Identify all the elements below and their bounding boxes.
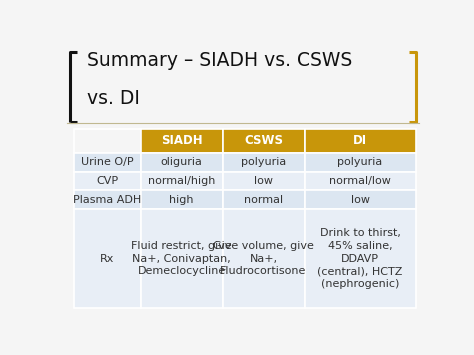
FancyBboxPatch shape	[223, 129, 305, 153]
FancyBboxPatch shape	[141, 209, 223, 308]
FancyBboxPatch shape	[305, 209, 416, 308]
Text: Summary – SIADH vs. CSWS: Summary – SIADH vs. CSWS	[87, 51, 352, 70]
Text: vs. DI: vs. DI	[87, 89, 140, 108]
FancyBboxPatch shape	[141, 129, 223, 153]
Text: Drink to thirst,
45% saline,
DDAVP
(central), HCTZ
(nephrogenic): Drink to thirst, 45% saline, DDAVP (cent…	[318, 228, 403, 289]
Text: low: low	[254, 176, 273, 186]
Text: CSWS: CSWS	[244, 134, 283, 147]
Text: polyuria: polyuria	[241, 157, 286, 167]
FancyBboxPatch shape	[74, 191, 141, 209]
FancyBboxPatch shape	[74, 209, 141, 308]
Text: SIADH: SIADH	[161, 134, 202, 147]
Text: DI: DI	[353, 134, 367, 147]
FancyBboxPatch shape	[141, 153, 223, 172]
FancyBboxPatch shape	[305, 153, 416, 172]
Text: normal: normal	[244, 195, 283, 205]
FancyBboxPatch shape	[305, 172, 416, 191]
Text: normal/high: normal/high	[148, 176, 215, 186]
Text: oliguria: oliguria	[161, 157, 202, 167]
Text: polyuria: polyuria	[337, 157, 383, 167]
FancyBboxPatch shape	[74, 172, 141, 191]
FancyBboxPatch shape	[74, 153, 141, 172]
Text: normal/low: normal/low	[329, 176, 391, 186]
Text: Plasma ADH: Plasma ADH	[73, 195, 141, 205]
FancyBboxPatch shape	[305, 191, 416, 209]
Text: CVP: CVP	[96, 176, 118, 186]
Text: Fluid restrict, give
Na+, Conivaptan,
Demeclocycline: Fluid restrict, give Na+, Conivaptan, De…	[131, 241, 232, 276]
FancyBboxPatch shape	[223, 209, 305, 308]
FancyBboxPatch shape	[74, 129, 141, 153]
Text: low: low	[351, 195, 370, 205]
Text: Give volume, give
Na+,
Fludrocortisone: Give volume, give Na+, Fludrocortisone	[213, 241, 314, 276]
FancyBboxPatch shape	[223, 172, 305, 191]
FancyBboxPatch shape	[141, 172, 223, 191]
FancyBboxPatch shape	[223, 153, 305, 172]
FancyBboxPatch shape	[141, 191, 223, 209]
FancyBboxPatch shape	[223, 191, 305, 209]
FancyBboxPatch shape	[305, 129, 416, 153]
Text: Rx: Rx	[100, 253, 114, 263]
Text: high: high	[169, 195, 194, 205]
Text: Urine O/P: Urine O/P	[81, 157, 134, 167]
